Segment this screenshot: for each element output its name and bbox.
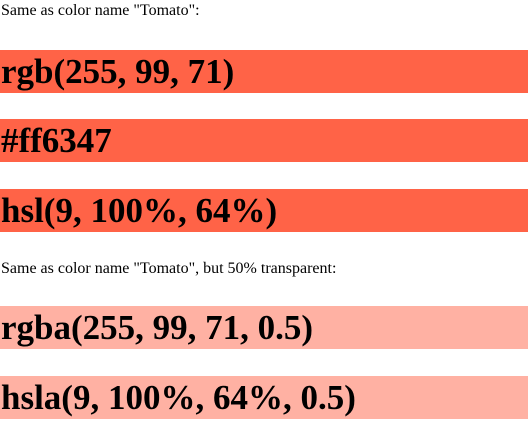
- transparent-section-intro: Same as color name "Tomato", but 50% tra…: [1, 260, 337, 277]
- color-swatch-hsl: hsl(9, 100%, 64%): [0, 189, 528, 232]
- color-swatch-rgb: rgb(255, 99, 71): [0, 50, 528, 93]
- color-swatch-rgba: rgba(255, 99, 71, 0.5): [0, 306, 528, 349]
- color-swatch-hex: #ff6347: [0, 119, 528, 162]
- color-swatch-hsla: hsla(9, 100%, 64%, 0.5): [0, 376, 528, 419]
- solid-section-intro: Same as color name "Tomato":: [1, 2, 200, 19]
